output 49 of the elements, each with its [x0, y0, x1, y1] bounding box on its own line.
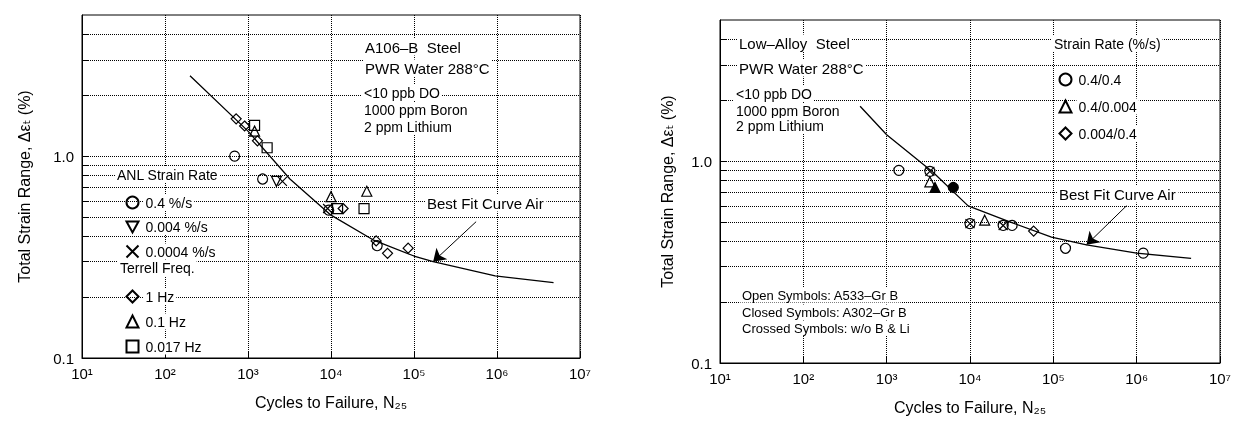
x-tick-label: 10⁷: [1208, 370, 1232, 387]
legend-title: Strain Rate (%/s): [1054, 36, 1161, 52]
annotation: A106–B Steel: [365, 38, 461, 56]
x-tick-label: 10³: [875, 370, 898, 387]
legend-label: 0.004/0.4: [1078, 125, 1138, 142]
legend-label: 0.0004 %/s: [145, 243, 216, 260]
x-tick-label: 10¹: [71, 365, 93, 382]
x-tick-label: 10⁶: [1125, 370, 1149, 387]
annotation: PWR Water 288°C: [739, 59, 864, 77]
legend-label: 0.004 %/s: [145, 219, 208, 235]
x-tick-label: 10⁴: [958, 370, 982, 387]
legend-label: 1 Hz: [145, 288, 175, 305]
y-axis-title: Total Strain Range, Δεₜ (%): [15, 90, 33, 283]
y-tick-label: 1.0: [53, 147, 74, 165]
annotation: 2 ppm Lithium: [364, 119, 452, 135]
x-tick-label: 10⁷: [568, 365, 592, 382]
annotation: 1000 ppm Boron: [364, 102, 468, 118]
x-tick-label: 10¹: [709, 370, 731, 387]
annotation: Low–Alloy Steel: [739, 34, 850, 52]
annotation: 2 ppm Lithium: [736, 118, 824, 134]
x-tick-label: 10⁶: [485, 365, 509, 382]
x-tick-label: 10²: [792, 370, 815, 387]
x-tick-label: 10⁴: [319, 365, 343, 382]
x-tick-label: 10²: [154, 365, 176, 382]
annotation: Best Fit Curve Air: [427, 194, 544, 212]
annotation: Open Symbols: A533–Gr B: [742, 287, 899, 303]
legend-label: 0.1 Hz: [145, 313, 186, 330]
annotation: Best Fit Curve Air: [1059, 185, 1176, 203]
annotation: <10 ppb DO: [736, 86, 812, 102]
x-tick-label: 10³: [237, 365, 259, 382]
annotation: Terrell Freq.: [120, 260, 195, 276]
legend-label: 0.4/0.4: [1078, 71, 1122, 88]
annotation: PWR Water 288°C: [365, 59, 490, 77]
x-axis-title: Cycles to Failure, N₂₅: [254, 393, 408, 411]
y-axis-title: Total Strain Range, Δεₜ (%): [658, 95, 676, 288]
y-tick-label: 0.1: [53, 349, 74, 367]
annotation: ANL Strain Rate: [117, 167, 218, 183]
legend-label: 0.4 %/s: [145, 194, 193, 211]
annotation: Closed Symbols: A302–Gr B: [742, 304, 907, 320]
legend-label: 0.4/0.004: [1078, 98, 1138, 115]
legend-label: 0.017 Hz: [145, 338, 202, 355]
x-tick-label: 10⁵: [402, 365, 426, 382]
y-tick-label: 0.1: [691, 354, 712, 372]
annotation: 1000 ppm Boron: [736, 103, 840, 119]
y-tick-label: 1.0: [691, 152, 712, 170]
x-axis-title: Cycles to Failure, N₂₅: [893, 398, 1047, 416]
annotation: Crossed Symbols: w/o B & Li: [742, 320, 910, 336]
x-tick-label: 10⁵: [1041, 370, 1065, 387]
annotation: <10 ppb DO: [364, 85, 440, 101]
